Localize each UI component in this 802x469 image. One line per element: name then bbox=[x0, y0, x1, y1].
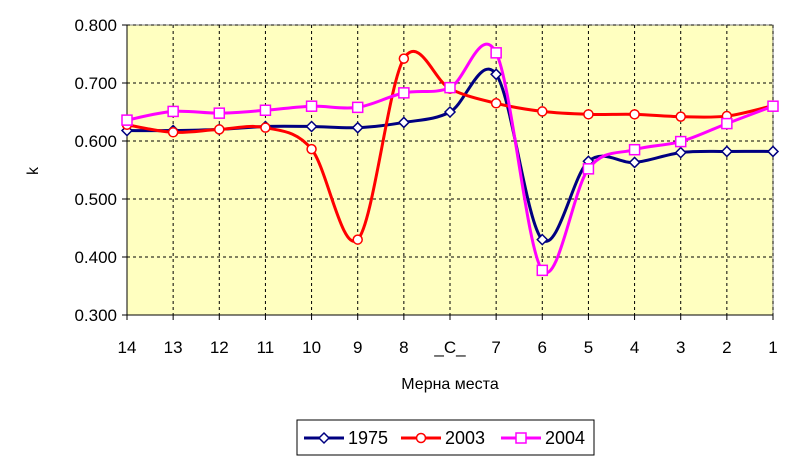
x-tick-label: 9 bbox=[353, 338, 362, 357]
legend-item-2003: 2003 bbox=[401, 428, 485, 448]
legend-item-1975: 1975 bbox=[304, 428, 388, 448]
y-tick-label: 0.800 bbox=[74, 16, 117, 35]
x-tick-label: 11 bbox=[257, 338, 275, 357]
data-point-1975 bbox=[397, 116, 410, 129]
data-point-2003 bbox=[398, 53, 410, 64]
data-point-2003 bbox=[352, 234, 363, 245]
data-point-2004 bbox=[167, 105, 179, 118]
y-tick-label: 0.700 bbox=[74, 74, 117, 93]
x-tick-label: 6 bbox=[538, 338, 547, 357]
x-tick-label: 4 bbox=[630, 338, 639, 357]
legend-label: 2004 bbox=[545, 428, 585, 448]
data-point-2003 bbox=[306, 143, 317, 155]
legend-box bbox=[296, 419, 595, 456]
y-tick-label: 0.500 bbox=[74, 190, 117, 209]
legend-marker-2004 bbox=[515, 432, 527, 444]
x-tick-label: 12 bbox=[210, 338, 229, 357]
x-tick-label: 3 bbox=[676, 338, 685, 357]
data-point-2004 bbox=[674, 135, 687, 148]
x-tick-label: 10 bbox=[302, 338, 321, 357]
data-point-2003 bbox=[583, 109, 594, 120]
data-point-2003 bbox=[629, 109, 640, 120]
data-point-2004 bbox=[213, 107, 226, 119]
x-tick-label: 13 bbox=[164, 338, 183, 357]
x-tick-label: 2 bbox=[722, 338, 731, 357]
data-point-2003 bbox=[260, 122, 271, 133]
data-point-2003 bbox=[214, 124, 225, 135]
y-axis-title: k bbox=[25, 166, 42, 175]
legend-label: 2003 bbox=[445, 428, 485, 448]
data-point-2004 bbox=[305, 100, 318, 112]
data-point-2004 bbox=[582, 163, 595, 175]
legend-marker-2003 bbox=[415, 432, 427, 444]
data-point-1975 bbox=[674, 146, 687, 159]
data-point-2004 bbox=[490, 47, 502, 59]
data-point-1975 bbox=[628, 156, 641, 169]
data-point-2004 bbox=[121, 114, 133, 126]
data-point-1975 bbox=[536, 233, 549, 246]
series-line-2004 bbox=[126, 42, 774, 275]
x-axis-title: Мерна места bbox=[401, 376, 499, 393]
x-tick-label: 7 bbox=[491, 338, 500, 357]
data-point-2004 bbox=[444, 81, 456, 94]
data-point-1975 bbox=[305, 120, 318, 133]
series-layer bbox=[120, 42, 780, 277]
data-point-2003 bbox=[675, 111, 686, 122]
legend-marker-1975 bbox=[317, 431, 331, 445]
data-point-1975 bbox=[720, 145, 733, 158]
data-point-2003 bbox=[537, 106, 548, 117]
data-point-2003 bbox=[167, 127, 179, 138]
series-2003 bbox=[121, 49, 779, 245]
data-point-2004 bbox=[767, 100, 779, 112]
x-tick-label: 1 bbox=[768, 338, 777, 357]
legend-item-2004: 2004 bbox=[501, 428, 585, 448]
data-point-2004 bbox=[536, 264, 549, 277]
data-point-1975 bbox=[351, 121, 364, 134]
x-tick-label: 14 bbox=[118, 338, 137, 357]
y-axis: 0.300 0.400 0.500 0.600 0.700 0.800 bbox=[74, 16, 127, 325]
data-point-1975 bbox=[443, 105, 457, 119]
series-line-2003 bbox=[126, 49, 774, 243]
y-tick-label: 0.600 bbox=[74, 132, 117, 151]
series-2004 bbox=[121, 42, 779, 277]
data-point-2004 bbox=[259, 104, 272, 117]
data-point-2004 bbox=[721, 117, 733, 130]
x-axis: 14 13 12 11 10 9 8 _C_ 7 6 5 4 3 2 1 bbox=[118, 315, 778, 357]
data-point-2004 bbox=[351, 101, 364, 114]
data-point-1975 bbox=[490, 68, 503, 81]
data-point-2003 bbox=[490, 98, 502, 109]
legend: 1975 2003 2004 bbox=[296, 419, 595, 456]
data-point-2004 bbox=[398, 87, 410, 99]
data-point-1975 bbox=[766, 145, 780, 158]
x-tick-label: _C_ bbox=[433, 338, 466, 357]
y-tick-label: 0.300 bbox=[74, 306, 117, 325]
y-tick-label: 0.400 bbox=[74, 248, 117, 267]
data-point-2004 bbox=[628, 143, 641, 156]
legend-label: 1975 bbox=[348, 428, 388, 448]
x-tick-label: 8 bbox=[399, 338, 408, 357]
x-tick-label: 5 bbox=[584, 338, 593, 357]
